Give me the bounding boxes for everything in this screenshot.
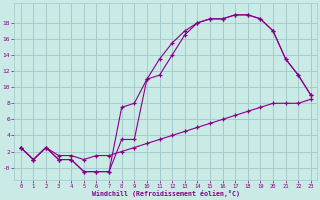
X-axis label: Windchill (Refroidissement éolien,°C): Windchill (Refroidissement éolien,°C)	[92, 190, 240, 197]
